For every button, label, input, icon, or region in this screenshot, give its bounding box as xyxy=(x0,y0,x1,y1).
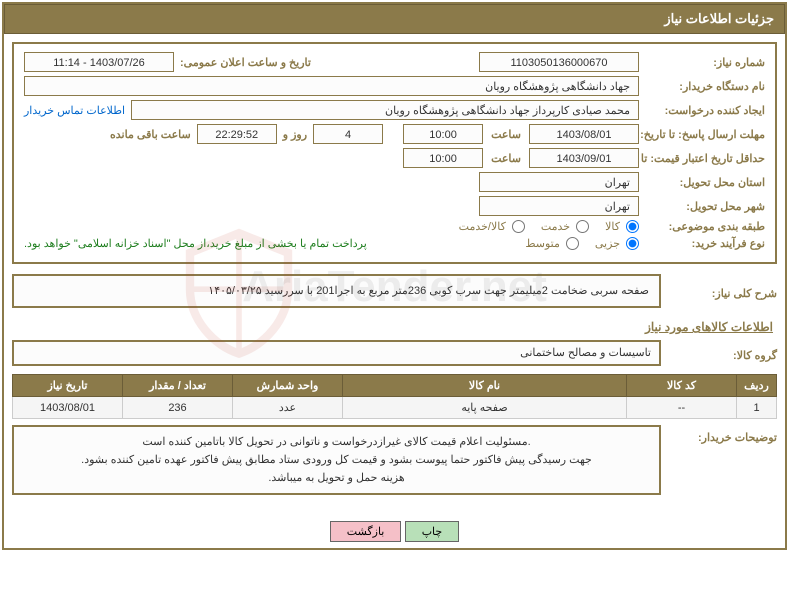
row-process: نوع فرآیند خرید: جزیی متوسط پرداخت تمام … xyxy=(24,237,765,250)
table-header-cell: تعداد / مقدار xyxy=(123,375,233,397)
buyer-org-label: نام دستگاه خریدار: xyxy=(645,80,765,93)
price-valid-label: حداقل تاریخ اعتبار قیمت: تا تاریخ: xyxy=(645,152,765,165)
row-category: طبقه بندی موضوعی: کالا خدمت کالا/خدمت xyxy=(24,220,765,233)
days-left-value: 4 xyxy=(313,124,383,144)
table-cell: 1403/08/01 xyxy=(13,397,123,419)
table-header-cell: واحد شمارش xyxy=(233,375,343,397)
radio-minor-label: جزیی xyxy=(595,237,620,250)
reply-deadline-label: مهلت ارسال پاسخ: تا تاریخ: xyxy=(645,128,765,141)
row-buyer-org: نام دستگاه خریدار: جهاد دانشگاهی پژوهشگا… xyxy=(24,76,765,96)
days-suffix: روز و xyxy=(283,128,307,141)
table-cell: 236 xyxy=(123,397,233,419)
need-no-value: 1103050136000670 xyxy=(479,52,639,72)
overall-desc-label: شرح کلی نیاز: xyxy=(667,287,777,300)
table-cell: عدد xyxy=(233,397,343,419)
time-label-1: ساعت xyxy=(491,128,521,141)
table-header-cell: نام کالا xyxy=(343,375,627,397)
province-value: تهران xyxy=(479,172,639,192)
city-label: شهر محل تحویل: xyxy=(645,200,765,213)
process-label: نوع فرآیند خرید: xyxy=(645,237,765,250)
items-section-title: اطلاعات کالاهای مورد نیاز xyxy=(16,320,773,334)
reply-date-value: 1403/08/01 xyxy=(529,124,639,144)
buyer-org-value: جهاد دانشگاهی پژوهشگاه رویان xyxy=(24,76,639,96)
payment-note: پرداخت تمام یا بخشی از مبلغ خرید،از محل … xyxy=(24,237,367,250)
category-radio-group: کالا خدمت کالا/خدمت xyxy=(447,220,639,233)
city-value: تهران xyxy=(479,196,639,216)
row-province: استان محل تحویل: تهران xyxy=(24,172,765,192)
table-header-cell: کد کالا xyxy=(627,375,737,397)
remaining-suffix: ساعت باقی مانده xyxy=(110,128,191,141)
table-body: 1--صفحه پایهعدد2361403/08/01 xyxy=(13,397,777,419)
back-button[interactable]: بازگشت xyxy=(330,521,402,542)
row-need-number: شماره نیاز: 1103050136000670 تاریخ و ساع… xyxy=(24,52,765,72)
print-button[interactable]: چاپ xyxy=(405,521,460,542)
group-value: تاسیسات و مصالح ساختمانی xyxy=(12,340,661,366)
group-label: گروه کالا: xyxy=(667,349,777,362)
requester-value: محمد صیادی کارپرداز جهاد دانشگاهی پژوهشگ… xyxy=(131,100,639,120)
content: شماره نیاز: 1103050136000670 تاریخ و ساع… xyxy=(4,34,785,511)
info-box: شماره نیاز: 1103050136000670 تاریخ و ساع… xyxy=(12,42,777,264)
table-cell: صفحه پایه xyxy=(343,397,627,419)
radio-goods[interactable] xyxy=(626,220,639,233)
requester-label: ایجاد کننده درخواست: xyxy=(645,104,765,117)
radio-medium[interactable] xyxy=(566,237,579,250)
row-requester: ایجاد کننده درخواست: محمد صیادی کارپرداز… xyxy=(24,100,765,120)
category-label: طبقه بندی موضوعی: xyxy=(645,220,765,233)
price-date-value: 1403/09/01 xyxy=(529,148,639,168)
table-header-cell: ردیف xyxy=(737,375,777,397)
row-goods-group: گروه کالا: تاسیسات و مصالح ساختمانی xyxy=(12,340,777,370)
radio-service-label: خدمت xyxy=(541,220,570,233)
announce-label: تاریخ و ساعت اعلان عمومی: xyxy=(180,56,311,69)
table-cell: 1 xyxy=(737,397,777,419)
radio-medium-label: متوسط xyxy=(525,237,560,250)
table-cell: -- xyxy=(627,397,737,419)
radio-minor[interactable] xyxy=(626,237,639,250)
overall-desc-value: صفحه سربی ضخامت 2میلیمتر جهت سرب کوبی 23… xyxy=(12,274,661,308)
buyer-notes-label: توضیحات خریدار: xyxy=(667,425,777,444)
time-label-2: ساعت xyxy=(491,152,521,165)
announce-value: 1403/07/26 - 11:14 xyxy=(24,52,174,72)
items-table: ردیفکد کالانام کالاواحد شمارشتعداد / مقد… xyxy=(12,374,777,419)
buyer-contact-link[interactable]: اطلاعات تماس خریدار xyxy=(24,104,125,117)
radio-goods-label: کالا xyxy=(605,220,620,233)
row-overall-desc: شرح کلی نیاز: صفحه سربی ضخامت 2میلیمتر ج… xyxy=(12,274,777,312)
buyer-notes-value: .مسئولیت اعلام قیمت کالای غیرازدرخواست و… xyxy=(12,425,661,495)
table-header-cell: تاریخ نیاز xyxy=(13,375,123,397)
row-reply-deadline: مهلت ارسال پاسخ: تا تاریخ: 1403/08/01 سا… xyxy=(24,124,765,144)
panel-header: جزئیات اطلاعات نیاز xyxy=(4,4,785,34)
radio-goods-service-label: کالا/خدمت xyxy=(459,220,506,233)
price-time-value: 10:00 xyxy=(403,148,483,168)
table-head: ردیفکد کالانام کالاواحد شمارشتعداد / مقد… xyxy=(13,375,777,397)
panel-title: جزئیات اطلاعات نیاز xyxy=(664,11,774,26)
process-radio-group: جزیی متوسط xyxy=(513,237,639,250)
reply-time-value: 10:00 xyxy=(403,124,483,144)
row-price-validity: حداقل تاریخ اعتبار قیمت: تا تاریخ: 1403/… xyxy=(24,148,765,168)
row-buyer-notes: توضیحات خریدار: .مسئولیت اعلام قیمت کالا… xyxy=(12,425,777,499)
province-label: استان محل تحویل: xyxy=(645,176,765,189)
row-city: شهر محل تحویل: تهران xyxy=(24,196,765,216)
countdown-value: 22:29:52 xyxy=(197,124,277,144)
radio-service[interactable] xyxy=(576,220,589,233)
table-row: 1--صفحه پایهعدد2361403/08/01 xyxy=(13,397,777,419)
main-panel: جزئیات اطلاعات نیاز شماره نیاز: 11030501… xyxy=(2,2,787,550)
need-no-label: شماره نیاز: xyxy=(645,56,765,69)
button-row: چاپ بازگشت xyxy=(4,511,785,548)
radio-goods-service[interactable] xyxy=(512,220,525,233)
